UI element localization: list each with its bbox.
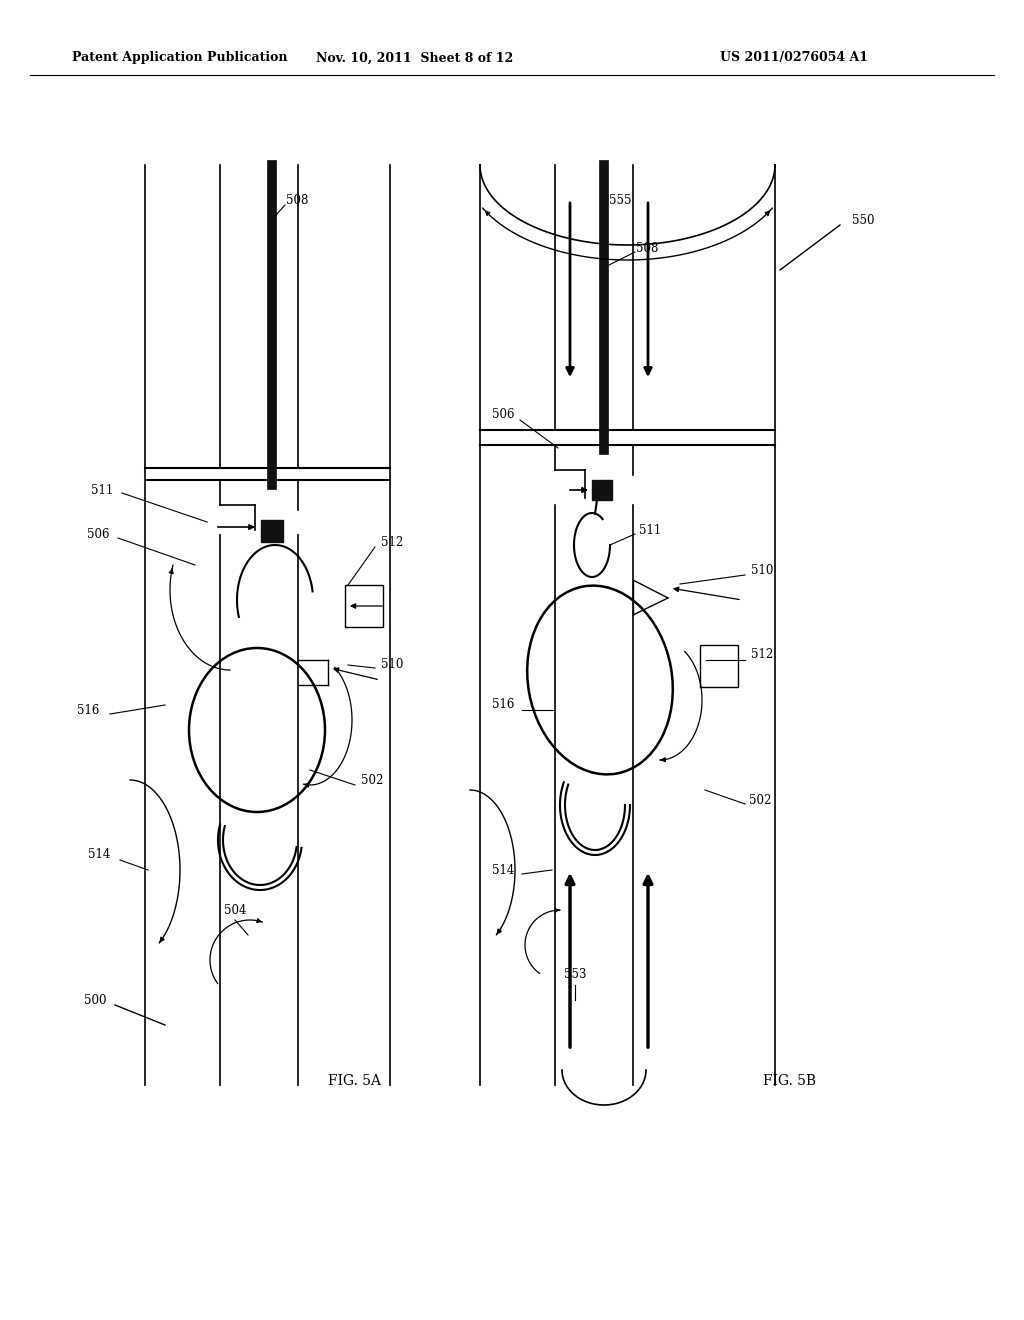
Text: 502: 502 <box>749 793 771 807</box>
Text: 555: 555 <box>608 194 631 206</box>
Text: 508: 508 <box>286 194 308 206</box>
Text: 504: 504 <box>224 903 246 916</box>
Text: 506: 506 <box>87 528 110 541</box>
Text: 550: 550 <box>852 214 874 227</box>
Text: 553: 553 <box>564 969 587 982</box>
Text: 512: 512 <box>751 648 773 661</box>
Text: 516: 516 <box>77 704 99 717</box>
Text: 514: 514 <box>492 863 514 876</box>
Text: FIG. 5A: FIG. 5A <box>329 1074 382 1088</box>
Ellipse shape <box>189 648 325 812</box>
Text: 514: 514 <box>88 849 111 862</box>
Bar <box>592 480 612 500</box>
Text: 508: 508 <box>636 242 658 255</box>
Bar <box>700 645 738 686</box>
Text: Nov. 10, 2011  Sheet 8 of 12: Nov. 10, 2011 Sheet 8 of 12 <box>316 51 514 65</box>
Text: US 2011/0276054 A1: US 2011/0276054 A1 <box>720 51 868 65</box>
Text: 516: 516 <box>492 698 514 711</box>
Text: 510: 510 <box>381 659 403 672</box>
Text: Patent Application Publication: Patent Application Publication <box>72 51 288 65</box>
Text: 511: 511 <box>91 483 113 496</box>
Ellipse shape <box>527 586 673 775</box>
Text: 511: 511 <box>639 524 662 536</box>
Text: 512: 512 <box>381 536 403 549</box>
Text: 502: 502 <box>360 774 383 787</box>
Text: 500: 500 <box>84 994 106 1006</box>
Bar <box>345 585 383 627</box>
Bar <box>261 520 283 543</box>
Text: FIG. 5B: FIG. 5B <box>764 1074 816 1088</box>
Text: 510: 510 <box>751 564 773 577</box>
Text: 506: 506 <box>492 408 514 421</box>
